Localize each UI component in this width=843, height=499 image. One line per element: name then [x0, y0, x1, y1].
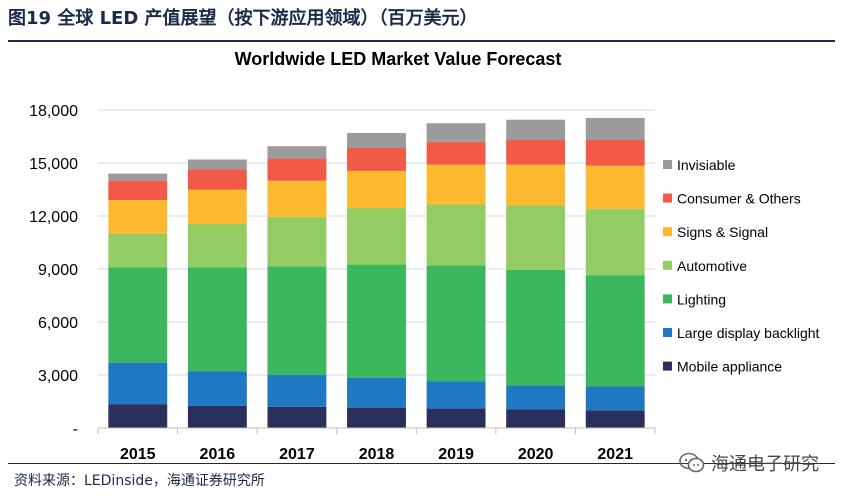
bar-segment: [187, 405, 247, 428]
x-tick-label: 2021: [597, 446, 633, 463]
bar-segment: [585, 410, 645, 428]
x-tick-label: 2020: [518, 446, 554, 463]
legend-swatch: [663, 160, 672, 169]
bar-segment: [267, 158, 327, 181]
bar-segment: [506, 205, 566, 270]
bar-segment: [108, 200, 168, 234]
bar-segment: [426, 381, 486, 409]
y-tick-label: 6,000: [38, 315, 78, 332]
bar-segment: [426, 164, 486, 205]
bar-segment: [347, 208, 406, 265]
bar-segment: [108, 404, 168, 428]
bar-segment: [108, 180, 168, 201]
y-tick-label: -: [73, 421, 78, 438]
y-tick-label: 12,000: [29, 209, 78, 226]
bar-segment: [108, 267, 168, 363]
top-rule: [8, 40, 835, 42]
legend-label: Mobile appliance: [677, 359, 782, 375]
bar-segment: [506, 409, 566, 428]
bottom-rule: [8, 463, 835, 464]
x-tick-label: 2018: [359, 446, 395, 463]
y-axis-ticks: - 3,000 6,000 9,000 12,000 15,000 18,000: [29, 103, 78, 438]
bar-segment: [108, 173, 168, 181]
bar-segment: [187, 169, 247, 190]
legend-swatch: [663, 328, 672, 337]
legend-swatch: [663, 260, 672, 270]
x-tick-label: 2015: [120, 446, 156, 463]
bar-segment: [426, 408, 486, 428]
bar-segment: [347, 132, 406, 148]
bar-segment: [426, 123, 486, 142]
bar-segment: [267, 406, 327, 428]
y-tick-label: 18,000: [29, 103, 78, 120]
legend-label: Signs & Signal: [677, 224, 768, 240]
legend-swatch: [663, 294, 672, 304]
bar-segment: [585, 165, 645, 209]
bar-segment: [267, 216, 327, 267]
bar-segment: [585, 140, 645, 166]
watermark: 海通电子研究: [679, 450, 819, 476]
legend-label: Large display backlight: [677, 325, 820, 341]
legend-label: Invisiable: [677, 157, 736, 173]
y-tick-label: 3,000: [38, 368, 78, 385]
bar-segment: [506, 164, 566, 206]
bar-segment: [506, 119, 566, 141]
bar-segment: [347, 377, 406, 408]
x-tick-label: 2016: [200, 446, 236, 463]
x-tick-label: 2019: [438, 446, 474, 463]
legend-label: Consumer & Others: [677, 191, 801, 207]
bar-segment: [267, 375, 327, 407]
bar-segment: [267, 266, 327, 375]
bars: [108, 117, 645, 428]
bar-segment: [506, 385, 566, 410]
bar-segment: [426, 141, 486, 165]
bar-segment: [187, 189, 247, 224]
bar-segment: [187, 371, 247, 406]
bar-segment: [585, 117, 645, 141]
figure-title: 图19 全球 LED 产值展望（按下游应用领域）（百万美元）: [8, 8, 478, 29]
bar-segment: [347, 407, 406, 428]
bar-segment: [187, 223, 247, 268]
watermark-text: 海通电子研究: [711, 454, 819, 475]
bar-segment: [347, 264, 406, 378]
legend-swatch: [663, 193, 672, 203]
y-tick-label: 15,000: [29, 156, 78, 173]
bar-segment: [267, 180, 327, 217]
bar-segment: [585, 208, 645, 276]
bar-segment: [426, 265, 486, 382]
x-tick-label: 2017: [279, 446, 315, 463]
bar-segment: [506, 140, 566, 165]
bar-segment: [585, 275, 645, 387]
legend-label: Automotive: [677, 258, 747, 274]
bar-segment: [426, 204, 486, 266]
legend: Invisiable Consumer & Others Signs & Signa…: [663, 157, 820, 375]
legend-swatch: [663, 361, 672, 371]
source-note: 资料来源：LEDinside，海通证券研究所: [14, 473, 265, 489]
chat-bubbles-icon: [679, 452, 705, 473]
legend-swatch: [663, 227, 672, 237]
legend-label: Lighting: [677, 291, 726, 307]
bar-segment: [347, 170, 406, 209]
bar-segment: [108, 362, 168, 405]
x-axis-ticks: 2015 2016 2017 2018 2019 2020 2021: [97, 428, 656, 463]
bar-segment: [506, 269, 566, 386]
chart-title: Worldwide LED Market Value Forecast: [235, 49, 562, 69]
bar-segment: [108, 233, 168, 268]
bar-segment: [267, 146, 327, 159]
y-tick-label: 9,000: [38, 262, 78, 279]
bar-segment: [187, 159, 247, 170]
bar-segment: [187, 267, 247, 372]
bar-segment: [347, 147, 406, 171]
bar-segment: [585, 386, 645, 411]
